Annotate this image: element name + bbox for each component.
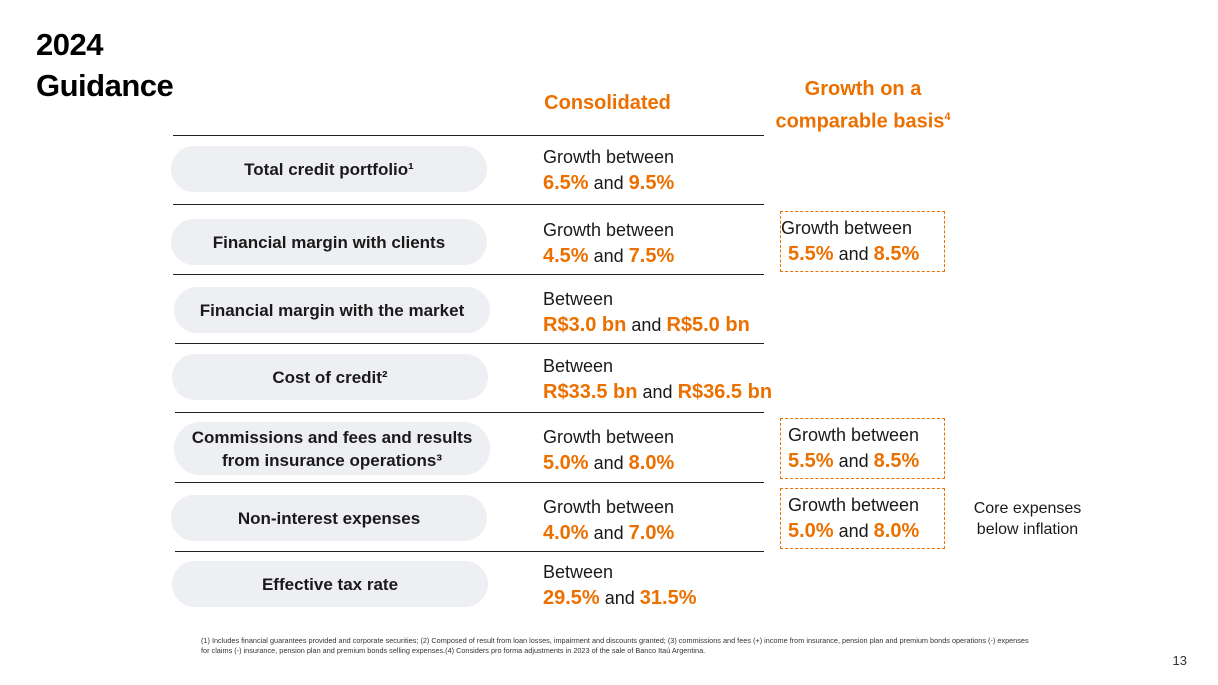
guidance-value-consolidated: Growth between 6.5% and 9.5% <box>543 147 675 194</box>
divider <box>173 135 764 136</box>
page-title: 2024 Guidance <box>36 24 174 106</box>
divider <box>175 343 764 344</box>
comparable-basis-box: Growth between 5.0% and 8.0% <box>780 488 945 549</box>
guidance-value-consolidated: Growth between 4.0% and 7.0% <box>543 497 675 544</box>
comparable-basis-box: Growth between 5.5% and 8.5% <box>780 418 945 479</box>
row-label-effective-tax-rate: Effective tax rate <box>172 561 488 607</box>
row-label-financial-margin-clients: Financial margin with clients <box>171 219 487 265</box>
row-label-commissions-and-fees: Commissions and fees and results from in… <box>174 422 490 475</box>
divider <box>175 412 764 413</box>
consolidated-column-header: Consolidated <box>544 92 671 114</box>
title-guidance: Guidance <box>36 68 174 103</box>
row-label-non-interest-expenses: Non-interest expenses <box>171 495 487 541</box>
title-year: 2024 <box>36 27 103 62</box>
row-label-financial-margin-market: Financial margin with the market <box>174 287 490 333</box>
divider <box>173 274 764 275</box>
comparable-basis-box: Growth between 5.5% and 8.5% <box>780 211 945 272</box>
footnote: (1) Includes financial guarantees provid… <box>201 636 1029 655</box>
divider <box>173 204 764 205</box>
page-number: 13 <box>1172 653 1187 668</box>
row-label-total-credit-portfolio: Total credit portfolio¹ <box>171 146 487 192</box>
comparable-basis-column-header: Growth on a comparable basis4 <box>775 78 951 133</box>
guidance-value-consolidated: Between R$3.0 bn and R$5.0 bn <box>543 289 750 336</box>
core-expenses-note: Core expenses below inflation <box>973 500 1082 538</box>
divider <box>175 482 764 483</box>
divider <box>175 551 764 552</box>
guidance-value-consolidated: Between R$33.5 bn and R$36.5 bn <box>543 356 773 403</box>
guidance-value-consolidated: Between 29.5% and 31.5% <box>543 562 697 609</box>
guidance-value-consolidated: Growth between 5.0% and 8.0% <box>543 427 675 474</box>
guidance-value-consolidated: Growth between 4.5% and 7.5% <box>543 220 675 267</box>
row-label-cost-of-credit: Cost of credit² <box>172 354 488 400</box>
